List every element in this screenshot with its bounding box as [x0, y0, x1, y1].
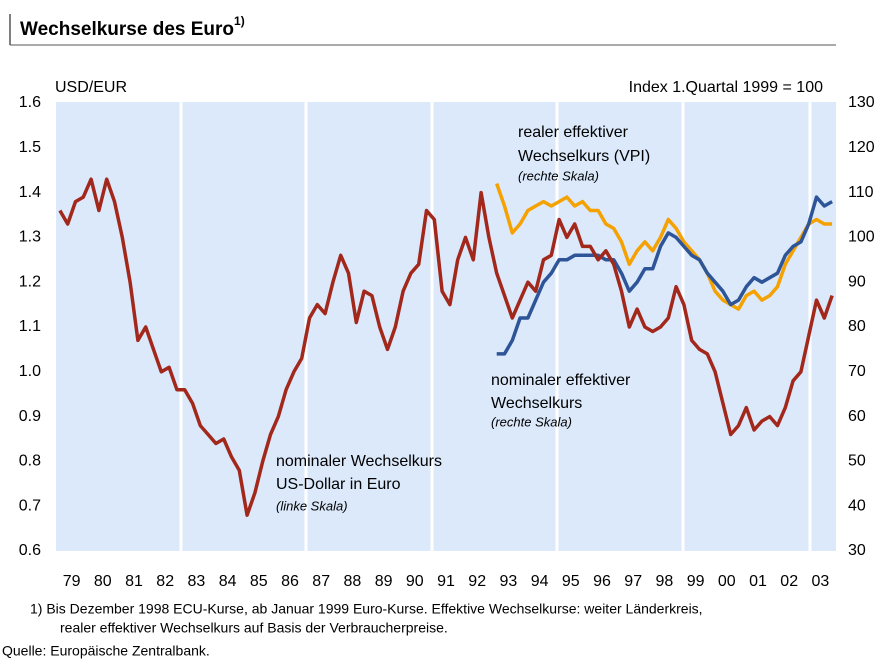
annotation: (rechte Skala) [491, 414, 572, 429]
annotation: nominaler Wechselkurs [276, 453, 442, 470]
y2-tick-label: 110 [848, 184, 874, 201]
x-tick-label: 99 [687, 573, 705, 590]
y2-tick-label: 80 [848, 318, 866, 335]
x-tick-label: 03 [812, 573, 830, 590]
x-tick-label: 84 [219, 573, 237, 590]
x-tick-label: 80 [94, 573, 112, 590]
y2-tick-label: 40 [848, 497, 866, 514]
annotation: Wechselkurs [491, 395, 582, 412]
y-tick-label: 1.2 [19, 273, 41, 290]
footnote: realer effektiver Wechselkurs auf Basis … [60, 620, 448, 636]
annotation: (rechte Skala) [518, 168, 599, 183]
y-axis-label: USD/EUR [55, 79, 127, 96]
x-tick-label: 87 [312, 573, 330, 590]
y-tick-label: 0.8 [19, 453, 41, 470]
period-separators [179, 102, 812, 551]
x-tick-label: 89 [375, 573, 393, 590]
x-tick-label: 79 [63, 573, 81, 590]
annotation: (linke Skala) [276, 498, 348, 513]
source: Quelle: Europäische Zentralbank. [2, 643, 210, 659]
x-tick-label: 90 [406, 573, 424, 590]
x-tick-label: 02 [780, 573, 798, 590]
annotation: US-Dollar in Euro [276, 476, 401, 493]
y-tick-label: 1.5 [19, 139, 41, 156]
y-tick-label: 1.1 [19, 318, 41, 335]
y-tick-label: 0.9 [19, 408, 41, 425]
x-tick-label: 92 [468, 573, 486, 590]
annotation: Wechselkurs (VPI) [518, 148, 650, 165]
x-tick-label: 96 [593, 573, 611, 590]
x-tick-label: 86 [281, 573, 299, 590]
y2-axis-label: Index 1.Quartal 1999 = 100 [629, 79, 823, 96]
y2-tick-label: 120 [848, 139, 875, 156]
y2-tick-label: 130 [848, 94, 875, 111]
y-tick-label: 1.0 [19, 363, 41, 380]
x-tick-label: 95 [562, 573, 580, 590]
y-tick-label: 1.4 [19, 184, 41, 201]
x-tick-label: 88 [344, 573, 362, 590]
x-tick-label: 83 [188, 573, 206, 590]
x-tick-label: 91 [437, 573, 455, 590]
x-tick-label: 81 [125, 573, 143, 590]
y2-tick-label: 90 [848, 273, 866, 290]
annotation: nominaler effektiver [491, 372, 631, 389]
y2-tick-label: 60 [848, 408, 866, 425]
y2-tick-label: 100 [848, 229, 875, 246]
footnote: 1) Bis Dezember 1998 ECU-Kurse, ab Janua… [30, 601, 703, 617]
plot-background [56, 102, 836, 551]
y2-tick-label: 70 [848, 363, 866, 380]
title-text: Wechselkurse des Euro [20, 19, 234, 40]
x-tick-label: 00 [718, 573, 736, 590]
y-tick-label: 1.6 [19, 94, 41, 111]
y-tick-label: 0.7 [19, 497, 41, 514]
x-tick-label: 93 [500, 573, 518, 590]
y-tick-label: 1.3 [19, 229, 41, 246]
x-tick-label: 97 [624, 573, 642, 590]
title-superscript: 1) [234, 14, 245, 28]
x-tick-label: 98 [656, 573, 674, 590]
y2-tick-label: 30 [848, 542, 866, 559]
series-line [58, 177, 834, 517]
series-line [496, 195, 833, 356]
x-tick-label: 82 [156, 573, 174, 590]
x-tick-label: 85 [250, 573, 268, 590]
x-tick-label: 94 [531, 573, 549, 590]
chart-title: Wechselkurse des Euro1) [20, 14, 245, 40]
y2-tick-label: 50 [848, 453, 866, 470]
series-line [495, 183, 833, 311]
y-tick-label: 0.6 [19, 542, 41, 559]
x-tick-label: 01 [749, 573, 767, 590]
annotation: realer effektiver [518, 124, 629, 141]
